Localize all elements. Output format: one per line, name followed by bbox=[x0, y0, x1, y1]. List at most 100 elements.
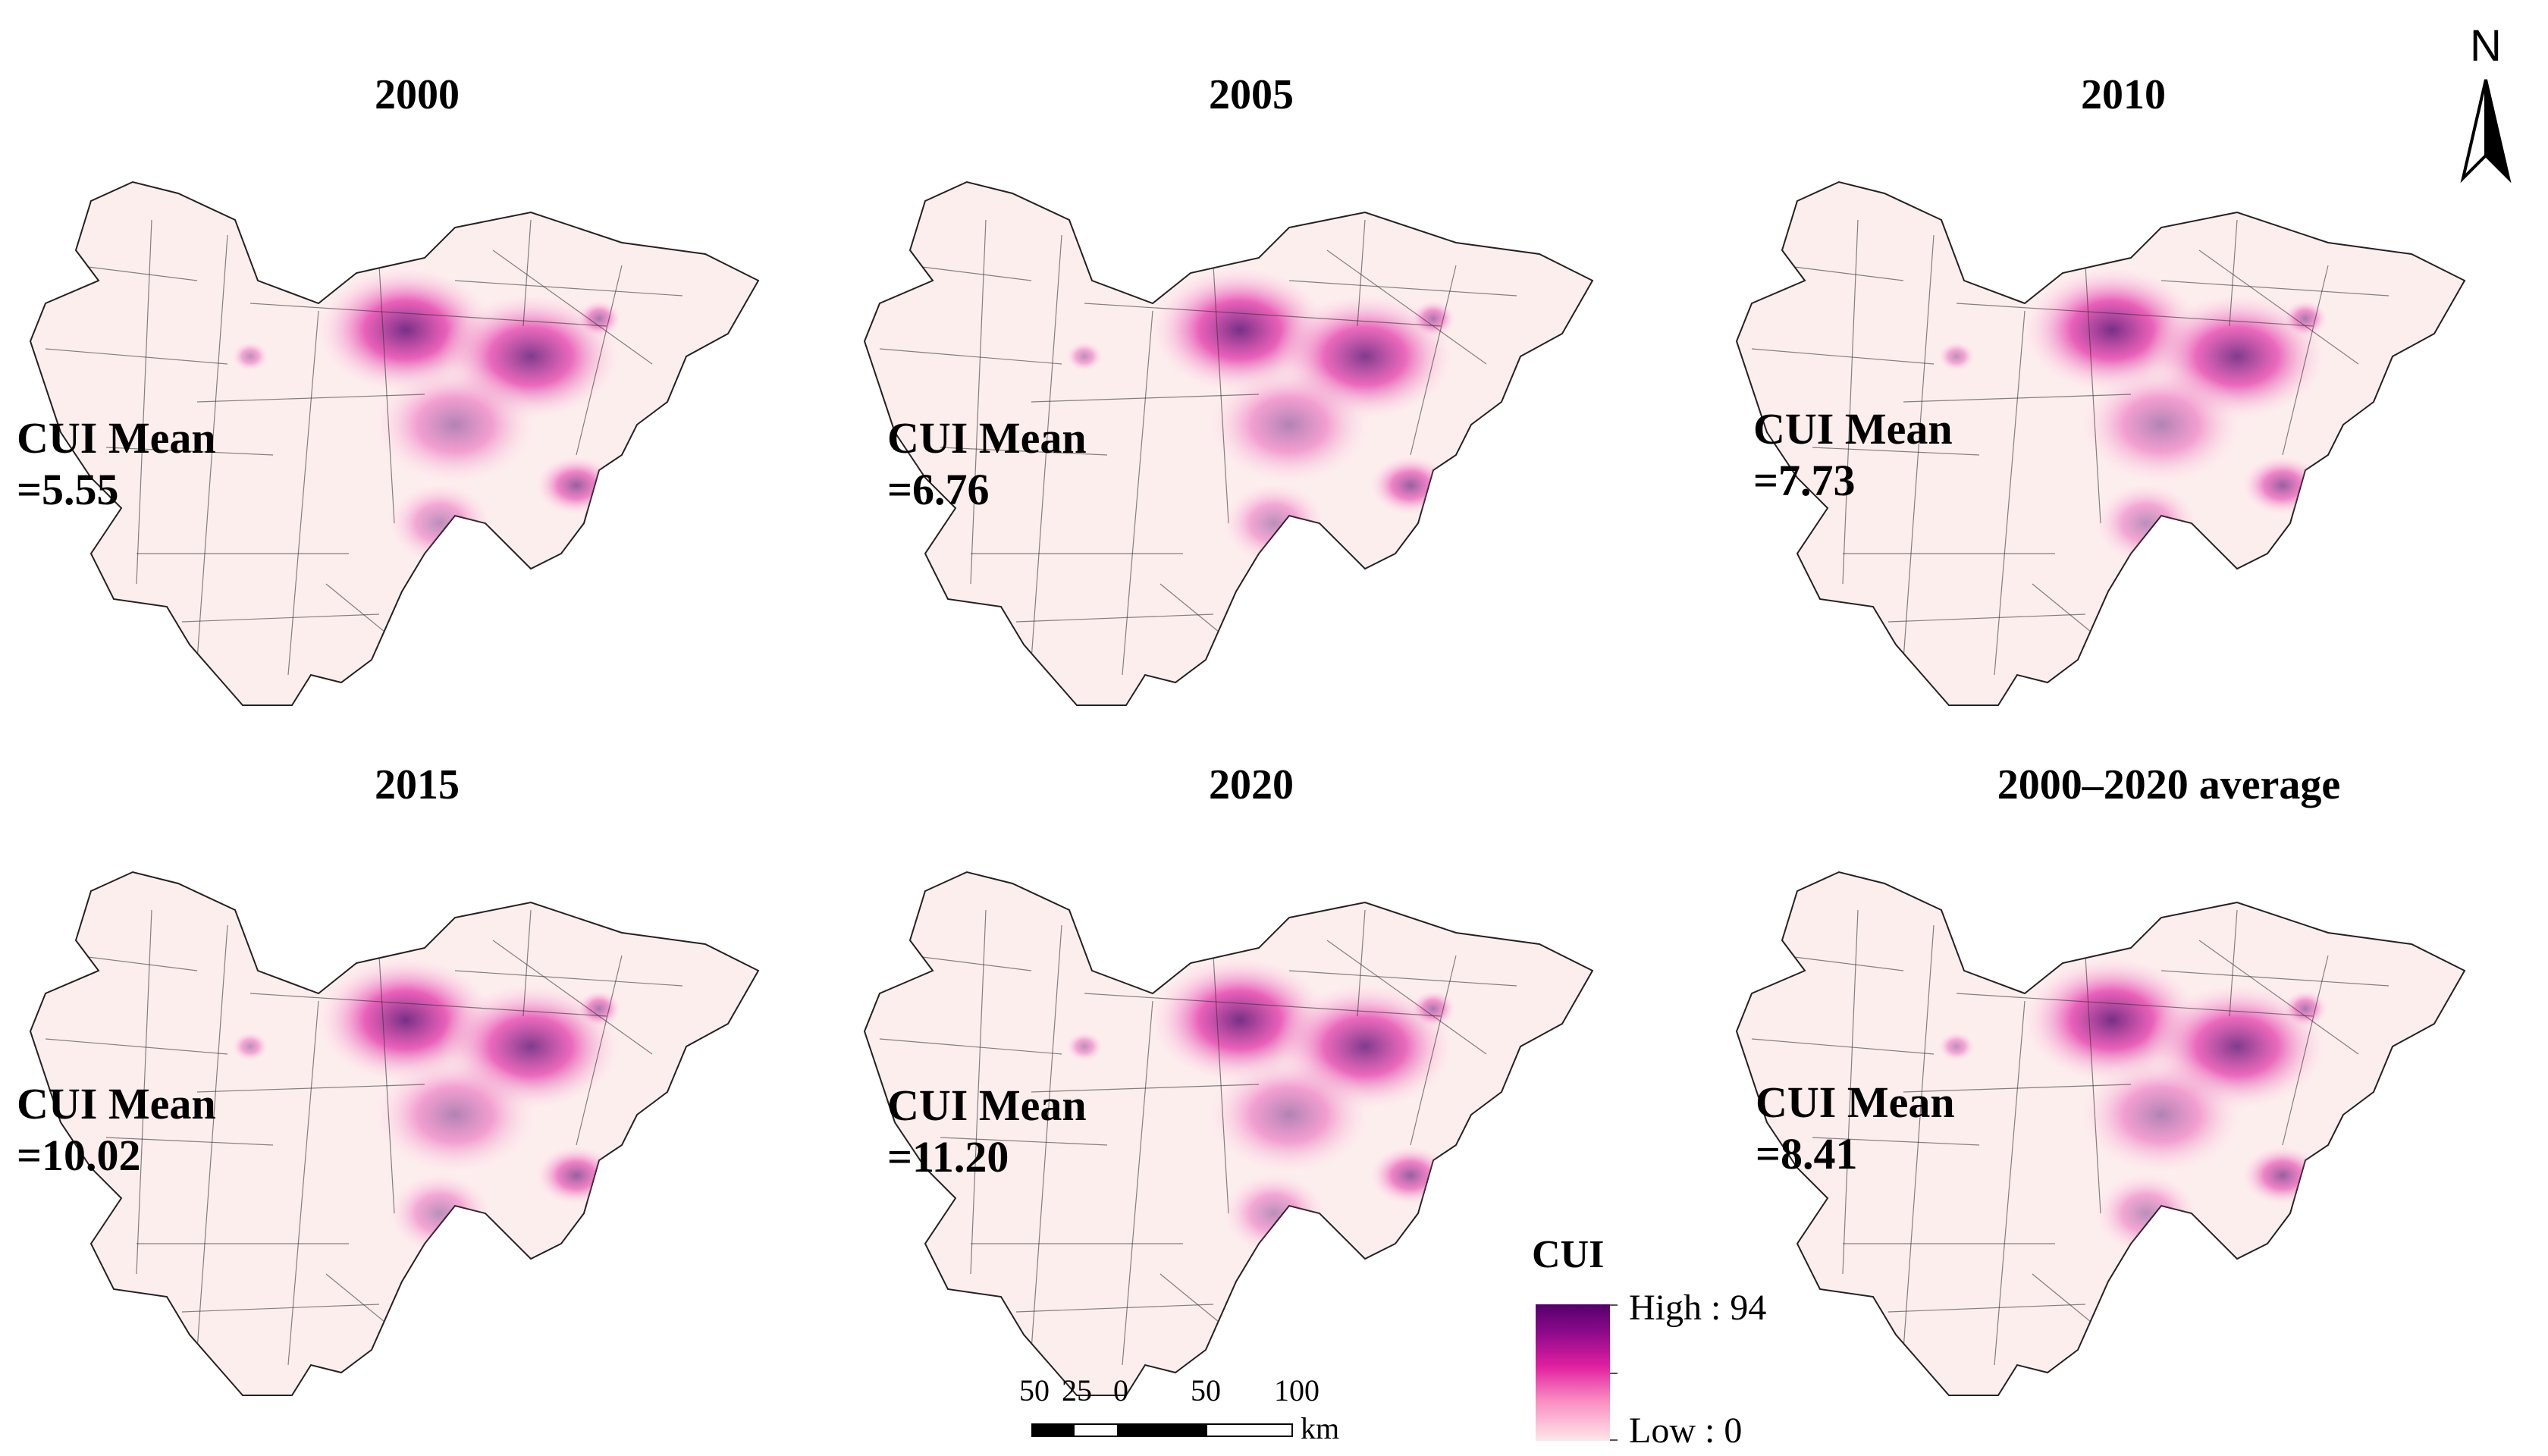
county-boundary bbox=[1213, 955, 1229, 1214]
county-boundary bbox=[1015, 613, 1214, 623]
county-boundary bbox=[1903, 394, 2132, 403]
urban-hotspot bbox=[1065, 341, 1103, 372]
cui-mean-value: =10.02 bbox=[17, 1131, 141, 1180]
county-boundary bbox=[1357, 909, 1366, 1017]
county-boundary bbox=[1031, 234, 1062, 661]
cui-mean-value: =5.55 bbox=[17, 465, 119, 514]
cui-mean-label: CUI Mean bbox=[17, 1079, 216, 1128]
urban-hotspot bbox=[2283, 990, 2328, 1028]
scale-segment bbox=[1073, 1423, 1119, 1437]
county-boundary bbox=[2085, 265, 2101, 524]
map-panel-2010: 2010 CUI Mean =7.73 bbox=[1706, 68, 2540, 766]
map-panel-2020: 2020 CUI Mean =11.20 bbox=[834, 758, 1668, 1456]
choropleth-map bbox=[863, 180, 1594, 706]
legend-low-label: Low : 0 bbox=[1629, 1410, 1743, 1451]
county-boundary bbox=[1326, 940, 1487, 1055]
county-boundary bbox=[1751, 1038, 1935, 1055]
county-boundary bbox=[181, 1304, 380, 1313]
urban-hotspot bbox=[535, 1145, 618, 1206]
county-boundary bbox=[2160, 970, 2390, 987]
urban-hotspot bbox=[576, 990, 622, 1028]
county-boundary bbox=[1812, 1137, 1980, 1146]
county-boundary bbox=[1326, 249, 1487, 365]
panel-title: 2000–2020 average bbox=[1997, 761, 2341, 808]
county-boundary bbox=[105, 1137, 274, 1146]
cui-mean-label: CUI Mean bbox=[887, 413, 1087, 463]
county-boundary bbox=[1842, 909, 1859, 1275]
scale-unit: km bbox=[1301, 1411, 1340, 1445]
urban-hotspot bbox=[2241, 1145, 2324, 1206]
county-boundary bbox=[249, 993, 607, 1017]
county-boundary bbox=[105, 447, 274, 456]
county-boundary bbox=[879, 1038, 1062, 1055]
cui-legend: CUI High : 94 Low : 0 bbox=[1532, 1232, 1820, 1454]
north-arrow-icon: N bbox=[2460, 21, 2512, 184]
county-boundary bbox=[2160, 280, 2390, 297]
county-boundary bbox=[1903, 234, 1935, 661]
urban-hotspot bbox=[1206, 364, 1373, 485]
county-boundary bbox=[1015, 1304, 1214, 1313]
legend-tick-low bbox=[1610, 1439, 1618, 1441]
county-boundary bbox=[287, 310, 319, 676]
choropleth-map bbox=[1735, 180, 2466, 706]
county-boundary bbox=[2229, 909, 2238, 1017]
county-boundary bbox=[1031, 1084, 1260, 1093]
urban-hotspot bbox=[1410, 990, 1456, 1028]
county-boundary bbox=[378, 955, 395, 1214]
county-boundary bbox=[1031, 394, 1260, 403]
county-boundary bbox=[136, 909, 152, 1275]
scale-bar: 50 25 0 50 100 km bbox=[1001, 1373, 1365, 1448]
urban-hotspot bbox=[2078, 364, 2245, 485]
county-boundary bbox=[1903, 924, 1935, 1351]
scale-segment bbox=[1119, 1423, 1206, 1437]
panel-title: 2000 bbox=[375, 71, 460, 118]
county-boundary bbox=[196, 1084, 425, 1093]
county-boundary bbox=[1887, 1304, 2086, 1313]
urban-hotspot bbox=[1065, 1031, 1103, 1062]
county-boundary bbox=[181, 613, 380, 623]
urban-hotspot bbox=[1221, 482, 1327, 565]
urban-hotspot bbox=[1410, 300, 1456, 337]
county-boundary bbox=[45, 1038, 228, 1055]
county-boundary bbox=[576, 265, 623, 456]
county-boundary bbox=[1812, 447, 1980, 456]
county-boundary bbox=[454, 970, 683, 987]
urban-hotspot bbox=[1206, 1054, 1373, 1175]
county-boundary bbox=[287, 1000, 319, 1366]
county-boundary bbox=[940, 1137, 1108, 1146]
scale-label: 50 bbox=[1019, 1373, 1050, 1407]
urban-hotspot bbox=[1938, 1031, 1975, 1062]
urban-hotspot bbox=[2283, 300, 2328, 337]
county-boundary bbox=[576, 955, 623, 1146]
choropleth-map bbox=[29, 180, 760, 706]
county-boundary bbox=[1842, 219, 1859, 585]
county-boundary bbox=[75, 265, 198, 281]
county-boundary bbox=[1410, 265, 1457, 456]
panel-title: 2020 bbox=[1209, 761, 1294, 808]
urban-hotspot bbox=[2078, 1054, 2245, 1175]
county-boundary bbox=[879, 348, 1062, 365]
cui-mean-value: =11.20 bbox=[887, 1132, 1009, 1181]
urban-hotspot bbox=[1369, 455, 1452, 516]
county-boundary bbox=[970, 909, 987, 1275]
urban-hotspot bbox=[2093, 1172, 2199, 1255]
legend-high-label: High : 94 bbox=[1629, 1288, 1767, 1328]
cui-mean-value: =6.76 bbox=[887, 465, 990, 514]
urban-hotspot bbox=[372, 364, 538, 485]
urban-hotspot bbox=[535, 455, 618, 516]
urban-hotspot bbox=[2093, 482, 2199, 565]
county-boundary bbox=[2229, 219, 2238, 327]
cui-mean-value: =8.41 bbox=[1756, 1129, 1858, 1178]
county-boundary bbox=[1887, 613, 2086, 623]
county-boundary bbox=[454, 280, 683, 297]
county-boundary bbox=[1122, 310, 1153, 676]
urban-hotspot bbox=[387, 482, 493, 565]
county-boundary bbox=[1956, 303, 2314, 327]
county-boundary bbox=[940, 447, 1108, 456]
map-panel-2000: 2000 CUI Mean =5.55 bbox=[0, 68, 834, 766]
choropleth-map bbox=[863, 871, 1594, 1396]
county-boundary bbox=[378, 265, 395, 524]
county-boundary bbox=[909, 265, 1032, 281]
urban-hotspot bbox=[372, 1054, 538, 1175]
county-boundary bbox=[909, 955, 1032, 971]
